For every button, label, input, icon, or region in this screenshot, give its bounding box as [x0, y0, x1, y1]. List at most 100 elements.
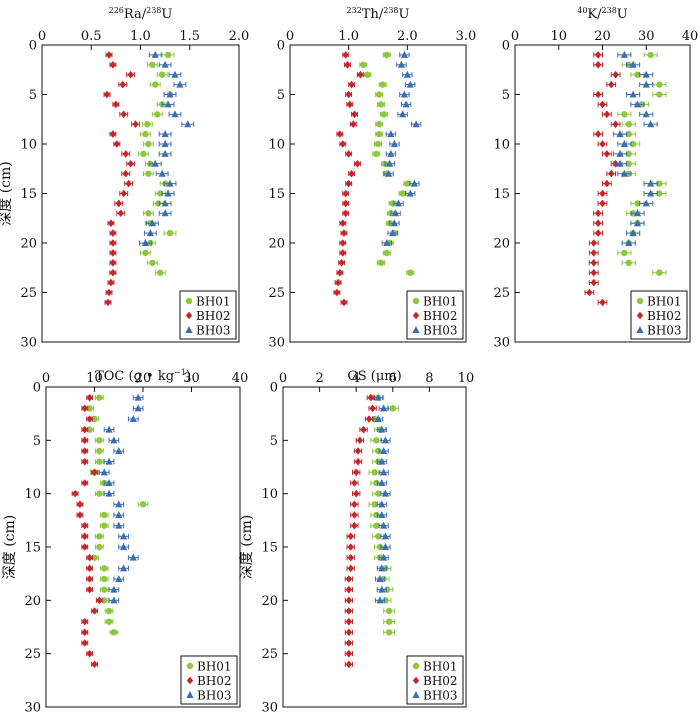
data-point: [373, 522, 380, 529]
data-point: [105, 618, 113, 625]
legend-label: BH02: [197, 674, 232, 688]
data-point: [620, 50, 628, 58]
data-point: [86, 585, 93, 594]
data-point: [105, 51, 113, 59]
data-point: [109, 61, 117, 69]
data-point: [625, 259, 632, 266]
data-point: [110, 585, 118, 593]
data-point: [101, 565, 108, 572]
y-tick-label: 30: [20, 336, 37, 351]
y-tick-label: 0: [29, 39, 37, 54]
data-point: [389, 405, 396, 412]
data-point: [376, 543, 384, 551]
y-tick-label: 0: [502, 39, 510, 54]
data-point: [81, 639, 88, 647]
data-point: [403, 70, 411, 78]
data-point: [334, 278, 342, 287]
data-point: [157, 269, 164, 276]
data-point: [101, 511, 108, 519]
data-point: [394, 199, 403, 207]
data-point: [109, 249, 117, 257]
data-point: [96, 447, 103, 455]
data-point: [656, 190, 663, 197]
y-tick-label: 5: [29, 88, 37, 103]
x-tick-label: 0: [38, 29, 46, 44]
legend-label: BH01: [423, 660, 458, 674]
data-point: [158, 71, 166, 78]
y-tick-label: 20: [20, 237, 37, 252]
data-point: [339, 219, 346, 227]
data-point: [336, 268, 344, 277]
data-point: [377, 101, 385, 108]
data-point: [345, 617, 353, 626]
data-point: [374, 140, 382, 148]
data-point: [380, 404, 388, 412]
data-point: [129, 415, 137, 422]
data-point: [122, 150, 129, 158]
data-point: [149, 61, 156, 68]
data-point: [145, 210, 152, 217]
data-point: [378, 564, 386, 572]
data-point: [161, 209, 169, 217]
data-point: [109, 130, 117, 138]
y-tick-label: 5: [277, 88, 285, 103]
data-point: [339, 239, 346, 247]
x-tick-label: 10: [86, 371, 103, 386]
data-point: [161, 199, 169, 207]
data-point: [351, 110, 358, 119]
title-text: U: [399, 7, 410, 22]
title-sup: 238: [146, 6, 161, 15]
data-point: [81, 543, 88, 551]
data-point: [96, 490, 103, 497]
data-point: [642, 110, 650, 118]
data-point: [144, 121, 151, 128]
data-point: [171, 110, 179, 118]
data-point: [342, 189, 349, 198]
data-point: [176, 80, 184, 88]
data-point: [141, 239, 150, 246]
data-point: [608, 80, 615, 89]
legend-marker: [186, 662, 194, 670]
data-point: [151, 50, 159, 58]
data-point: [345, 585, 353, 594]
y-tick-label: 10: [268, 138, 285, 153]
data-point: [590, 278, 597, 287]
data-point: [381, 489, 390, 497]
y-tick-label: 10: [261, 487, 278, 502]
data-point: [345, 575, 353, 583]
data-point: [81, 425, 88, 434]
data-point: [642, 199, 650, 207]
data-point: [406, 80, 414, 88]
y-tick-label: 0: [270, 381, 278, 396]
data-point: [342, 209, 349, 218]
data-point: [625, 160, 632, 167]
data-point: [148, 219, 156, 227]
data-point: [369, 404, 376, 413]
series-bh02: [584, 51, 621, 307]
data-point: [599, 298, 606, 307]
data-point: [91, 468, 98, 477]
data-point: [380, 468, 388, 476]
data-point: [390, 219, 399, 227]
data-point: [399, 190, 406, 197]
data-point: [616, 159, 624, 167]
legend-marker: [412, 326, 420, 333]
data-point: [109, 239, 117, 247]
data-point: [412, 120, 420, 128]
series-bh02: [71, 393, 103, 669]
data-point: [139, 501, 147, 508]
data-point: [154, 111, 161, 118]
data-point: [86, 393, 93, 402]
data-point: [71, 489, 79, 498]
legend-marker: [412, 691, 420, 698]
data-point: [642, 70, 650, 78]
data-point: [132, 120, 139, 128]
panel-1: 0 0.5 1.0 1.5 2.0 0 5 10 15 20 25 30 226Ra/238U 深度 (c…: [0, 6, 249, 351]
data-point: [392, 209, 400, 217]
y-tick-label: 15: [268, 187, 285, 202]
data-point: [620, 140, 628, 147]
data-point: [81, 404, 88, 413]
data-point: [616, 149, 624, 157]
chart-title: GS (μm): [347, 369, 401, 384]
x-tick-label: 30: [638, 29, 655, 44]
